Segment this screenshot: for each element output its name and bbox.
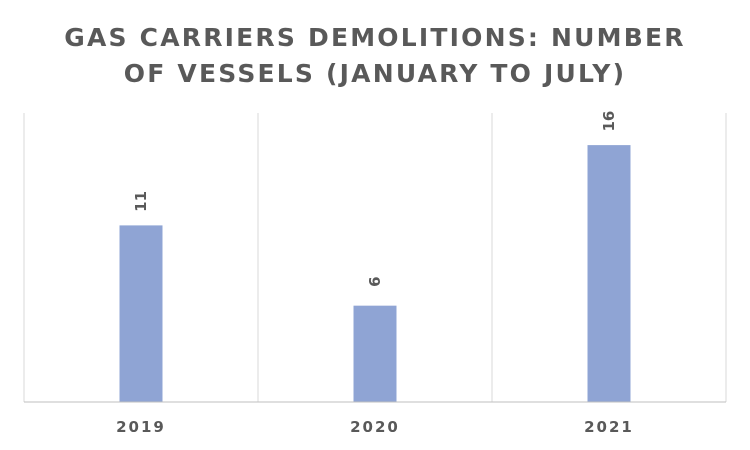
bar-2021 <box>587 145 631 402</box>
data-label-2021: 16 <box>600 111 618 132</box>
bar-2020 <box>353 305 397 402</box>
x-tick-label-2021: 2021 <box>584 418 634 436</box>
x-tick-label-2019: 2019 <box>116 418 166 436</box>
chart-title-line-2: OF VESSELS (JANUARY TO JULY) <box>123 59 627 88</box>
bar-2019 <box>119 225 163 402</box>
data-label-2019: 11 <box>132 191 150 212</box>
chart-title: GAS CARRIERS DEMOLITIONS: NUMBER OF VESS… <box>0 20 750 92</box>
chart-title-line-1: GAS CARRIERS DEMOLITIONS: NUMBER <box>64 23 686 52</box>
data-label-2020: 6 <box>366 276 384 286</box>
x-tick-label-2020: 2020 <box>350 418 400 436</box>
